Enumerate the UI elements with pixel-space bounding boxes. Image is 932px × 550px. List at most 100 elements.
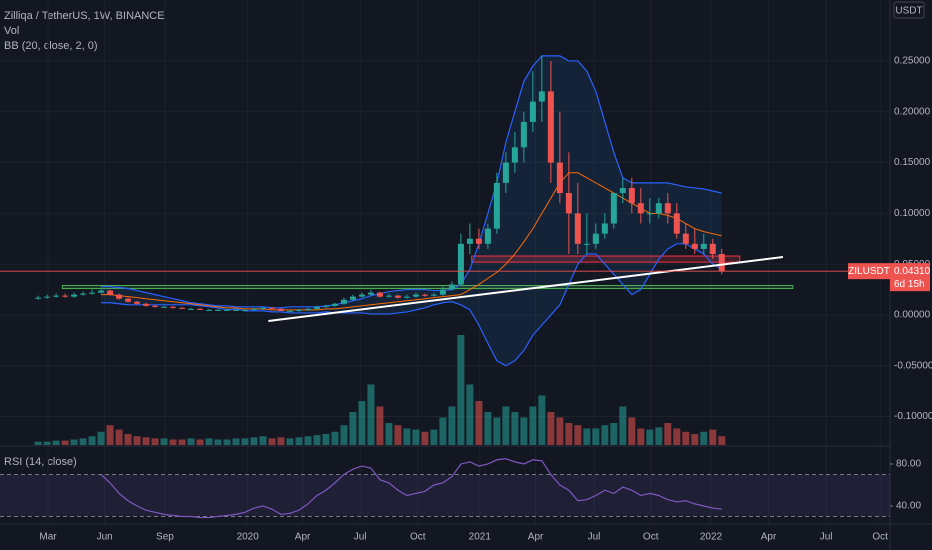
volume-bar — [547, 412, 555, 445]
candle-body — [367, 292, 374, 295]
volume-bar — [673, 428, 681, 445]
candle-body — [538, 91, 545, 102]
volume-bar — [619, 406, 627, 445]
candle-body — [197, 308, 204, 310]
candle-body — [664, 203, 671, 214]
x-tick-label: Sep — [156, 532, 174, 543]
volume-bar — [286, 438, 294, 445]
candle-body — [152, 305, 159, 307]
volume-bar — [583, 428, 591, 445]
volume-bar — [475, 401, 483, 445]
candle-body — [322, 305, 329, 307]
volume-bar — [691, 434, 699, 445]
volume-bar — [664, 423, 672, 445]
volume-bar — [709, 429, 717, 445]
candle-body — [637, 203, 644, 214]
candle-body — [89, 292, 96, 294]
volume-bar — [322, 434, 330, 445]
volume-bar — [187, 438, 195, 445]
x-tick-label: Oct — [410, 532, 426, 543]
volume-bar — [637, 428, 645, 445]
volume-bar — [304, 436, 312, 445]
bb-upper — [101, 55, 722, 309]
currency[interactable]: USDT — [895, 6, 922, 17]
candle-body — [206, 309, 213, 311]
symbol-box — [848, 263, 890, 280]
candle-body — [520, 121, 527, 148]
candle-body — [547, 91, 554, 163]
candle-body — [224, 309, 231, 311]
volume-bar — [502, 406, 510, 445]
y-tick-label: 0.15000 — [894, 157, 931, 168]
x-tick-label: Jul — [588, 532, 601, 543]
volume-bar — [178, 439, 186, 445]
candle-body — [583, 243, 590, 245]
candle-body — [421, 294, 428, 296]
candle-body — [682, 233, 689, 244]
y-tick-label: 0.00000 — [894, 310, 931, 321]
currency-box[interactable] — [893, 1, 925, 19]
candle-body — [116, 294, 123, 299]
candle-body — [215, 309, 222, 311]
x-tick-label: 2021 — [469, 532, 492, 543]
volume-bar — [601, 425, 609, 445]
volume-bar — [223, 439, 231, 445]
candle-body — [250, 308, 257, 310]
candle-body — [35, 297, 42, 299]
volume-bar — [70, 439, 78, 445]
volume-bar — [268, 438, 276, 445]
volume-bar — [313, 435, 321, 445]
volume-bar — [556, 417, 564, 445]
bb-middle — [101, 172, 722, 311]
volume-bar — [331, 431, 339, 445]
volume-bar — [403, 428, 411, 445]
candle-body — [161, 306, 168, 308]
volume-bar — [250, 437, 258, 445]
volume-bar — [484, 412, 492, 445]
y-tick-label: 0.10000 — [894, 208, 931, 219]
y-tick-label: 0.20000 — [894, 106, 931, 117]
volume-bar — [718, 436, 726, 445]
candle-body — [143, 303, 150, 306]
candle-body — [592, 233, 599, 244]
chart-title: Zilliqa / TetherUS, 1W, BINANCE — [4, 10, 165, 22]
volume-bar — [358, 401, 366, 445]
countdown: 6d 15h — [894, 279, 925, 290]
rsi-tick-label: 80.00 — [896, 459, 921, 470]
x-tick-label: 2020 — [237, 532, 260, 543]
volume-bar — [43, 441, 51, 445]
volume-bar — [610, 423, 618, 445]
volume-bar — [493, 417, 501, 445]
volume-bar — [421, 431, 429, 445]
volume-bar — [466, 384, 474, 445]
candle-body — [457, 243, 464, 285]
volume-bar — [97, 431, 105, 445]
candle-body — [394, 295, 401, 298]
volume-bar — [88, 436, 96, 445]
x-tick-label: Apr — [761, 532, 777, 543]
volume-bar — [646, 429, 654, 445]
candle-body — [556, 162, 563, 194]
candle-body — [277, 308, 284, 311]
volume-bar — [511, 412, 519, 445]
volume-bar — [529, 406, 537, 445]
candle-body — [44, 296, 51, 298]
volume-bar — [259, 436, 267, 445]
x-tick-label: 2022 — [700, 532, 723, 543]
candle-body — [403, 296, 410, 298]
candle-body — [295, 309, 302, 311]
candle-body — [134, 301, 141, 304]
x-tick-label: Apr — [295, 532, 311, 543]
volume-bar — [349, 412, 357, 445]
trend-line — [268, 256, 784, 323]
y-tick-label: 0.25000 — [894, 56, 931, 67]
x-tick-label: Jun — [97, 532, 113, 543]
x-tick-label: Jul — [820, 532, 833, 543]
candle-body — [493, 182, 500, 229]
x-tick-label: Jul — [354, 532, 367, 543]
candle-body — [242, 309, 248, 311]
zone — [471, 255, 741, 263]
volume-bar — [142, 437, 150, 445]
volume-bar — [205, 438, 213, 445]
candle-body — [349, 296, 356, 300]
